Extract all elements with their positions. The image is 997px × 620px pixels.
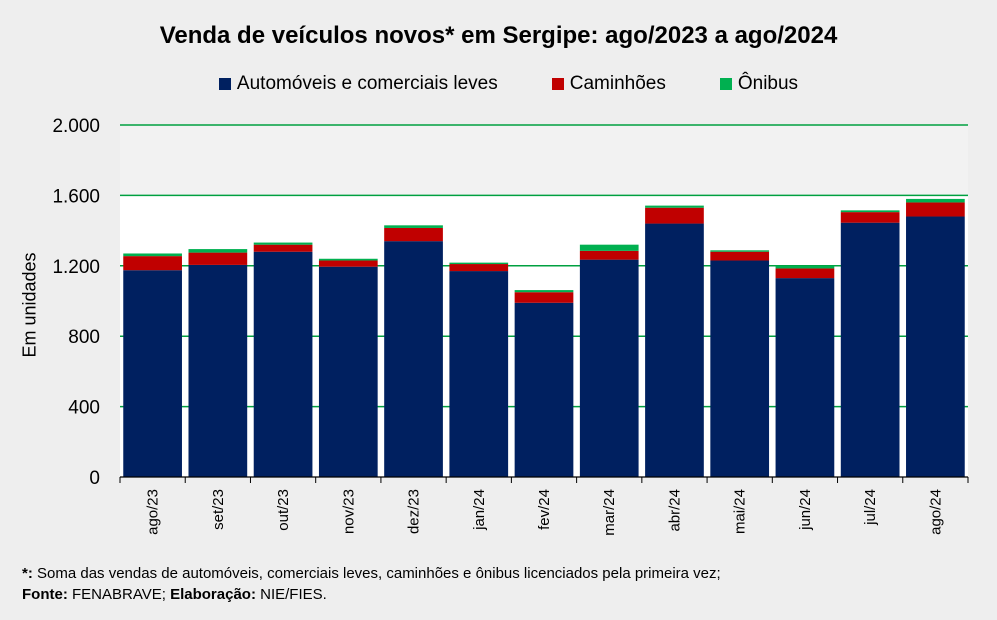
legend-item-onibus: Ônibus [719, 73, 799, 95]
bar-onibus [579, 244, 639, 251]
footnote-line-2: Fonte: FENABRAVE; Elaboração: NIE/FIES. [22, 584, 721, 605]
x-tick-label: jan/24 [471, 489, 488, 531]
x-tick-label: dez/23 [406, 489, 423, 534]
bar-automoveis [579, 259, 639, 477]
bar-automoveis [253, 251, 313, 477]
bar-caminhoes [579, 250, 639, 260]
bar-onibus [253, 242, 313, 245]
x-tick-label: jul/24 [862, 489, 879, 526]
legend-swatch-caminhoes [551, 78, 564, 90]
x-tick-label: ago/23 [145, 489, 162, 535]
legend-item-caminhoes: Caminhões [551, 73, 666, 95]
legend-item-automoveis: Automóveis e comerciais leves [218, 73, 498, 95]
footnote-line-1: *: Soma das vendas de automóveis, comerc… [22, 563, 721, 584]
fonte-text: FENABRAVE; [67, 586, 171, 603]
y-tick-label: 800 [68, 327, 100, 348]
bar-caminhoes [384, 227, 443, 242]
bar-caminhoes [710, 251, 770, 261]
bar-caminhoes [449, 264, 509, 272]
elaboracao-text: NIE/FIES. [255, 586, 327, 603]
bar-automoveis [906, 216, 965, 477]
bar-caminhoes [775, 268, 835, 279]
footnote-text: Soma das vendas de automóveis, comerciai… [32, 565, 721, 582]
plot-band [120, 125, 968, 196]
bar-automoveis [449, 271, 509, 477]
x-tick-label: nov/23 [340, 489, 357, 534]
bar-automoveis [710, 260, 770, 477]
bar-automoveis [384, 241, 443, 477]
bar-automoveis [645, 223, 704, 477]
x-tick-label: mar/24 [601, 489, 618, 536]
bar-caminhoes [123, 256, 182, 271]
bar-caminhoes [188, 252, 248, 265]
legend-label-caminhoes: Caminhões [569, 73, 666, 94]
legend-label-automoveis: Automóveis e comerciais leves [236, 73, 498, 94]
footnote: *: Soma das vendas de automóveis, comerc… [22, 563, 721, 605]
elaboracao-label: Elaboração: [170, 586, 256, 603]
chart-legend: Automóveis e comerciais leves Caminhões … [0, 73, 997, 95]
bar-caminhoes [840, 212, 900, 223]
bar-onibus [514, 290, 574, 293]
bar-automoveis [188, 264, 248, 477]
fonte-label: Fonte: [22, 586, 68, 603]
footnote-asterisk: *: [22, 565, 33, 582]
bar-automoveis [775, 278, 835, 477]
bar-caminhoes [906, 202, 965, 217]
x-tick-label: jun/24 [797, 489, 814, 531]
y-tick-label: 1.200 [52, 257, 100, 278]
bar-onibus [775, 265, 835, 269]
bar-onibus [188, 249, 248, 253]
bar-onibus [645, 205, 704, 208]
bar-caminhoes [645, 207, 704, 224]
bar-caminhoes [253, 244, 313, 252]
bar-automoveis [123, 270, 182, 477]
y-tick-label: 0 [89, 468, 100, 489]
x-tick-label: out/23 [275, 489, 292, 531]
x-tick-label: abr/24 [666, 489, 683, 532]
bar-caminhoes [318, 260, 378, 267]
chart-title: Venda de veículos novos* em Sergipe: ago… [159, 22, 838, 49]
legend-swatch-onibus [719, 78, 732, 90]
x-tick-label: mai/24 [732, 489, 749, 534]
bar-automoveis [318, 266, 378, 477]
bar-onibus [318, 258, 378, 261]
bar-caminhoes [514, 292, 574, 303]
legend-swatch-automoveis [218, 78, 231, 90]
x-tick-label: ago/24 [927, 489, 944, 535]
y-tick-label: 400 [68, 398, 100, 419]
bar-onibus [710, 250, 770, 252]
bar-automoveis [514, 302, 574, 477]
y-tick-label: 1.600 [52, 186, 100, 207]
legend-label-onibus: Ônibus [737, 73, 799, 94]
x-tick-label: set/23 [210, 489, 227, 530]
chart-plot: 0 400 800 1.200 1.600 2.000 ago/23 set/23 out/23… [52, 116, 969, 536]
bar-onibus [906, 198, 965, 203]
bar-onibus [384, 225, 443, 228]
x-tick-label: fev/24 [536, 489, 553, 530]
bar-onibus [123, 253, 182, 257]
bar-onibus [840, 210, 900, 213]
bar-onibus [449, 262, 509, 265]
y-tick-label: 2.000 [52, 116, 100, 137]
bar-automoveis [840, 222, 900, 477]
